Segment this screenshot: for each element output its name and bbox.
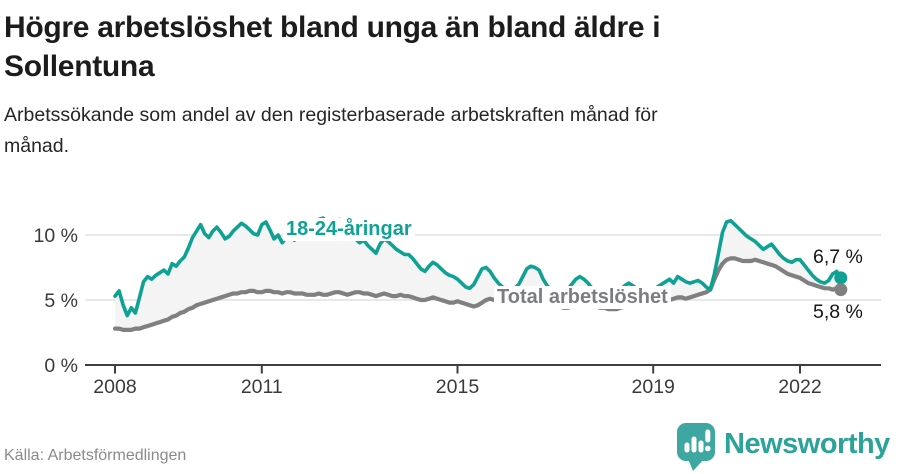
page-title: Högre arbetslöshet bland unga än bland ä… — [4, 8, 884, 86]
title-line-1: Högre arbetslöshet bland unga än bland ä… — [4, 11, 661, 44]
newsworthy-wordmark: Newsworthy — [724, 428, 890, 460]
series-label-youth: 18-24-åringar — [283, 218, 415, 241]
svg-text:0 %: 0 % — [44, 355, 78, 377]
newsworthy-bubble-icon — [677, 423, 715, 471]
svg-text:10 %: 10 % — [34, 225, 78, 247]
title-line-2: Sollentuna — [4, 50, 155, 83]
series-label-total: Total arbetslöshet — [494, 286, 671, 309]
subtitle-line-2: månad. — [4, 135, 70, 157]
svg-text:2011: 2011 — [241, 376, 283, 398]
chart-subtitle: Arbetssökande som andel av den registerb… — [4, 100, 849, 162]
newsworthy-logo[interactable]: Newsworthy — [676, 422, 896, 472]
end-value-youth: 6,7 % — [813, 246, 863, 268]
svg-text:2015: 2015 — [436, 376, 480, 398]
source-credit: Källa: Arbetsförmedlingen — [4, 447, 187, 464]
end-value-total: 5,8 % — [813, 301, 863, 323]
svg-text:2019: 2019 — [632, 376, 675, 398]
svg-text:2022: 2022 — [778, 376, 821, 398]
svg-text:2008: 2008 — [93, 376, 136, 398]
subtitle-line-1: Arbetssökande som andel av den registerb… — [4, 104, 658, 126]
svg-text:5 %: 5 % — [44, 290, 78, 312]
